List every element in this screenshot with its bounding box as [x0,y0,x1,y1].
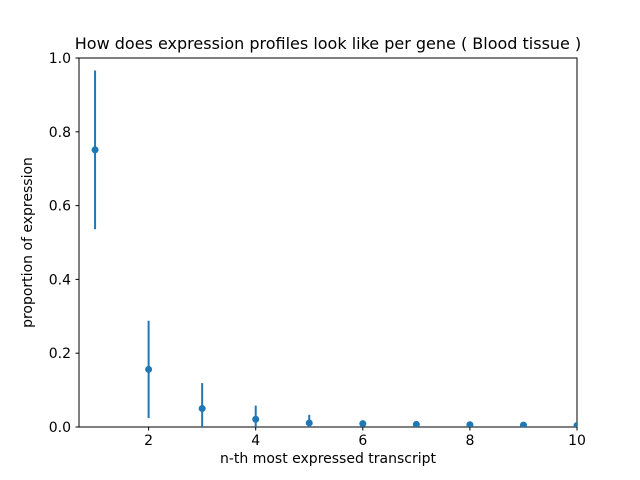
x-tick-label: 6 [358,433,367,449]
y-tick-label: 0.4 [49,272,71,288]
data-point [252,415,260,423]
x-axis-label: n-th most expressed transcript [220,451,437,467]
x-tick-label: 4 [251,433,260,449]
y-tick-label: 1.0 [49,51,71,67]
data-point [91,146,99,154]
data-point [573,422,577,427]
data-point [145,365,153,373]
x-tick-label: 10 [568,433,586,449]
series-layer [91,70,577,427]
y-tick-label: 0.0 [49,420,71,436]
chart-title: How does expression profiles look like p… [75,34,581,53]
y-axis-label: proportion of expression [20,157,36,328]
x-tick-label: 8 [465,433,474,449]
data-point [359,420,367,427]
data-point [519,421,527,427]
x-tick-label: 2 [144,433,153,449]
y-tick-label: 0.2 [49,346,71,362]
y-tick-label: 0.8 [49,125,71,141]
data-point [412,420,420,427]
plot-area-border [78,57,578,428]
y-tick-label: 0.6 [49,199,71,215]
data-point [198,405,206,413]
data-point [466,421,474,427]
ticks-layer: 2 4 6 8 10 0.0 0.2 0.4 0.6 0.8 1.0 [49,51,586,449]
data-point [305,419,313,427]
